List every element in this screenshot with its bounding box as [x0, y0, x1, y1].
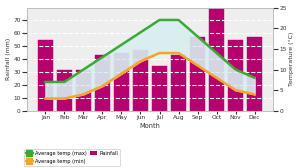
- Legend: Average temp (max), Average temp (min), Rainfall: Average temp (max), Average temp (min), …: [23, 149, 120, 165]
- Bar: [76, 70, 91, 111]
- Bar: [248, 37, 262, 111]
- Y-axis label: Temperature (°C): Temperature (°C): [290, 32, 294, 86]
- Bar: [134, 50, 148, 111]
- Bar: [209, 5, 224, 111]
- Bar: [38, 40, 52, 111]
- Bar: [229, 40, 243, 111]
- X-axis label: Month: Month: [140, 123, 160, 129]
- Bar: [190, 37, 205, 111]
- Y-axis label: Rainfall (mm): Rainfall (mm): [6, 38, 10, 80]
- Bar: [171, 55, 186, 111]
- Bar: [152, 66, 167, 111]
- Bar: [114, 53, 129, 111]
- Bar: [95, 55, 110, 111]
- Bar: [57, 70, 71, 111]
